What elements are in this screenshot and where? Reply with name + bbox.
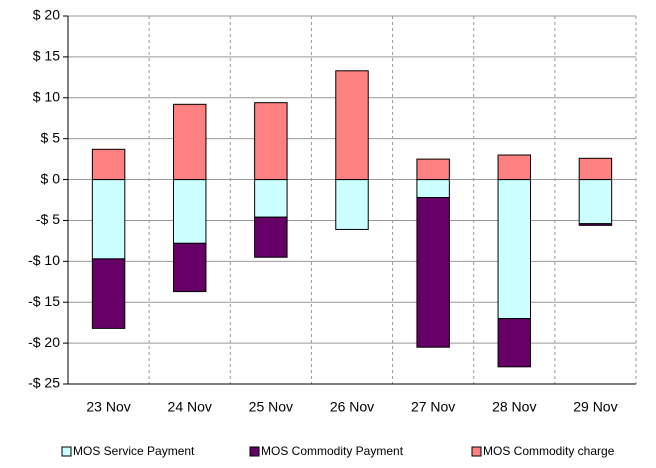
legend-label: MOS Commodity Payment	[261, 444, 404, 458]
bar-segment	[91, 258, 126, 329]
y-tick-label: $ 0	[41, 170, 61, 186]
y-tick-label: $ 10	[33, 88, 60, 104]
x-tick-label: 27 Nov	[411, 399, 455, 415]
bar-segment	[578, 179, 613, 225]
bar-segment	[172, 242, 207, 293]
bar-segment	[497, 154, 532, 181]
x-tick-label: 28 Nov	[492, 399, 536, 415]
y-tick-label: -$ 10	[28, 252, 60, 268]
y-tick-label: -$ 25	[28, 375, 60, 391]
y-tick-label: -$ 15	[28, 293, 60, 309]
y-tick-label: $ 20	[33, 7, 60, 23]
bar-segment	[335, 70, 369, 181]
bar-segment	[172, 103, 207, 181]
y-tick-label: $ 5	[41, 129, 61, 145]
bar-segment	[91, 148, 126, 181]
legend-label: MOS Service Payment	[73, 444, 195, 458]
bar-segment	[91, 179, 126, 260]
y-tick-label: $ 15	[33, 48, 60, 64]
bar-segment	[416, 179, 450, 199]
bar-segment	[497, 179, 532, 320]
bar-segment	[254, 179, 288, 218]
y-tick-label: -$ 5	[36, 211, 60, 227]
bar-segment	[172, 179, 207, 244]
x-tick-label: 23 Nov	[86, 399, 130, 415]
x-tick-label: 25 Nov	[249, 399, 293, 415]
bar-segment	[416, 197, 450, 348]
bar-segment	[578, 157, 613, 181]
x-tick-label: 29 Nov	[573, 399, 617, 415]
legend-swatch	[61, 446, 72, 457]
bar-segment	[578, 223, 613, 226]
bar-segment	[335, 179, 369, 230]
x-tick-label: 26 Nov	[330, 399, 374, 415]
legend-swatch	[249, 446, 260, 457]
bar-segment	[254, 216, 288, 258]
bar-segment	[254, 102, 288, 181]
bar-segment	[497, 318, 532, 368]
y-tick-label: -$ 20	[28, 334, 60, 350]
legend-swatch	[471, 446, 482, 457]
bar-segment	[416, 158, 450, 181]
legend-label: MOS Commodity charge	[483, 444, 615, 458]
x-tick-label: 24 Nov	[168, 399, 212, 415]
